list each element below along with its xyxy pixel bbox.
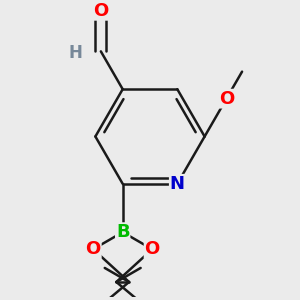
Text: N: N	[170, 175, 185, 193]
Text: O: O	[219, 90, 234, 108]
Text: O: O	[145, 240, 160, 258]
Text: O: O	[85, 240, 101, 258]
Text: H: H	[68, 44, 82, 62]
Text: O: O	[93, 2, 109, 20]
Text: B: B	[116, 223, 130, 241]
